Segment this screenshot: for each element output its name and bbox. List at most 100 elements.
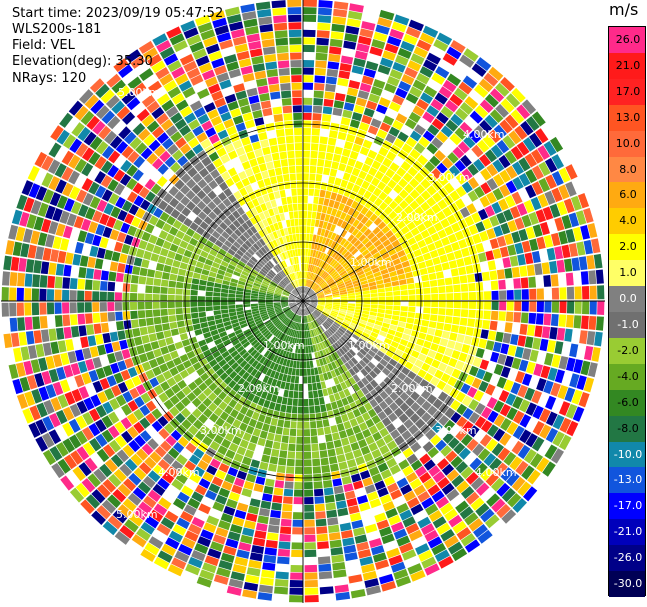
radar-gate xyxy=(396,326,405,333)
radar-gate xyxy=(146,100,160,114)
radar-gate xyxy=(167,250,176,260)
radar-gate xyxy=(285,189,292,197)
radar-gate xyxy=(145,369,156,380)
radar-gate xyxy=(410,330,420,338)
radar-gate xyxy=(310,301,318,304)
radar-gate xyxy=(172,442,185,454)
radar-gate xyxy=(319,342,325,350)
radar-gate xyxy=(290,572,303,580)
radar-gate xyxy=(299,361,303,369)
radar-gate xyxy=(122,478,137,492)
radar-gate xyxy=(330,224,337,232)
radar-gate xyxy=(300,338,303,346)
radar-gate xyxy=(406,317,415,324)
radar-gate xyxy=(291,291,298,297)
radar-gate xyxy=(318,7,332,16)
radar-gate xyxy=(307,289,313,296)
radar-gate xyxy=(322,286,330,291)
radar-gate xyxy=(258,373,266,382)
radar-gate xyxy=(274,578,289,587)
radar-gate xyxy=(162,323,171,331)
radar-gate xyxy=(167,564,184,577)
radar-gate xyxy=(465,149,478,163)
radar-gate xyxy=(317,296,325,299)
radar-gate xyxy=(572,226,583,242)
radar-gate xyxy=(202,363,212,372)
radar-gate xyxy=(218,359,227,368)
radar-gate xyxy=(297,307,301,315)
radar-gate xyxy=(158,497,172,510)
radar-gate xyxy=(353,282,361,288)
radar-gate xyxy=(282,342,287,350)
radar-gate xyxy=(341,372,348,381)
radar-gate xyxy=(304,308,307,316)
radar-gate xyxy=(377,181,387,191)
radar-gate xyxy=(370,304,378,309)
radar-gate xyxy=(571,178,584,194)
radar-gate xyxy=(172,334,181,343)
radar-gate xyxy=(24,273,33,287)
radar-gate xyxy=(125,49,142,63)
radar-gate xyxy=(95,141,109,155)
radar-gate xyxy=(126,164,138,177)
radar-gate xyxy=(277,221,284,230)
radar-gate xyxy=(219,372,229,381)
radar-gate xyxy=(232,563,247,574)
radar-gate xyxy=(204,555,220,567)
radar-gate xyxy=(306,226,311,234)
radar-gate xyxy=(295,315,299,322)
radar-gate xyxy=(187,167,198,178)
radar-gate xyxy=(314,188,320,197)
radar-gate xyxy=(156,112,169,125)
radar-gate xyxy=(255,240,263,249)
radar-gate xyxy=(312,466,322,474)
radar-gate xyxy=(242,527,255,537)
radar-gate xyxy=(65,117,79,133)
radar-gate xyxy=(169,321,178,330)
radar-gate xyxy=(69,403,82,418)
radar-gate xyxy=(427,366,438,376)
radar-gate xyxy=(376,316,384,322)
radar-gate xyxy=(108,192,120,206)
radar-gate xyxy=(575,210,587,226)
radar-gate xyxy=(188,556,203,569)
radar-gate xyxy=(434,329,443,338)
radar-gate xyxy=(507,244,517,256)
radar-gate xyxy=(122,498,137,512)
radar-gate xyxy=(480,467,494,482)
radar-gate xyxy=(277,556,290,565)
radar-gate xyxy=(427,484,441,497)
radar-gate xyxy=(309,304,317,308)
radar-gate xyxy=(355,97,367,107)
radar-gate xyxy=(46,289,55,301)
radar-gate xyxy=(478,78,494,93)
radar-gate xyxy=(261,493,273,502)
radar-gate xyxy=(225,342,234,351)
radar-gate xyxy=(179,223,189,234)
radar-gate xyxy=(188,523,202,535)
radar-gate xyxy=(279,282,286,288)
radar-gate xyxy=(245,408,254,418)
radar-gate xyxy=(206,311,214,317)
colorbar-tick-label: -10.0 xyxy=(613,447,643,461)
radar-gate xyxy=(249,325,258,331)
radar-gate xyxy=(170,112,183,124)
radar-gate xyxy=(269,370,276,378)
radar-gate xyxy=(468,518,484,532)
radar-gate xyxy=(222,86,235,97)
radar-gate xyxy=(284,318,290,325)
radar-gate xyxy=(428,272,437,281)
radar-gate xyxy=(249,498,261,508)
radar-gate xyxy=(185,227,195,237)
radar-gate xyxy=(452,520,467,534)
radar-gate xyxy=(306,315,309,323)
radar-gate xyxy=(157,163,169,175)
radar-gate xyxy=(271,0,286,9)
radar-gate xyxy=(389,324,398,331)
radar-gate xyxy=(468,282,476,292)
radar-gate xyxy=(504,114,519,129)
radar-gate xyxy=(282,334,288,342)
radar-gate xyxy=(454,230,465,241)
radar-gate xyxy=(451,349,461,360)
radar-gate xyxy=(573,359,584,374)
